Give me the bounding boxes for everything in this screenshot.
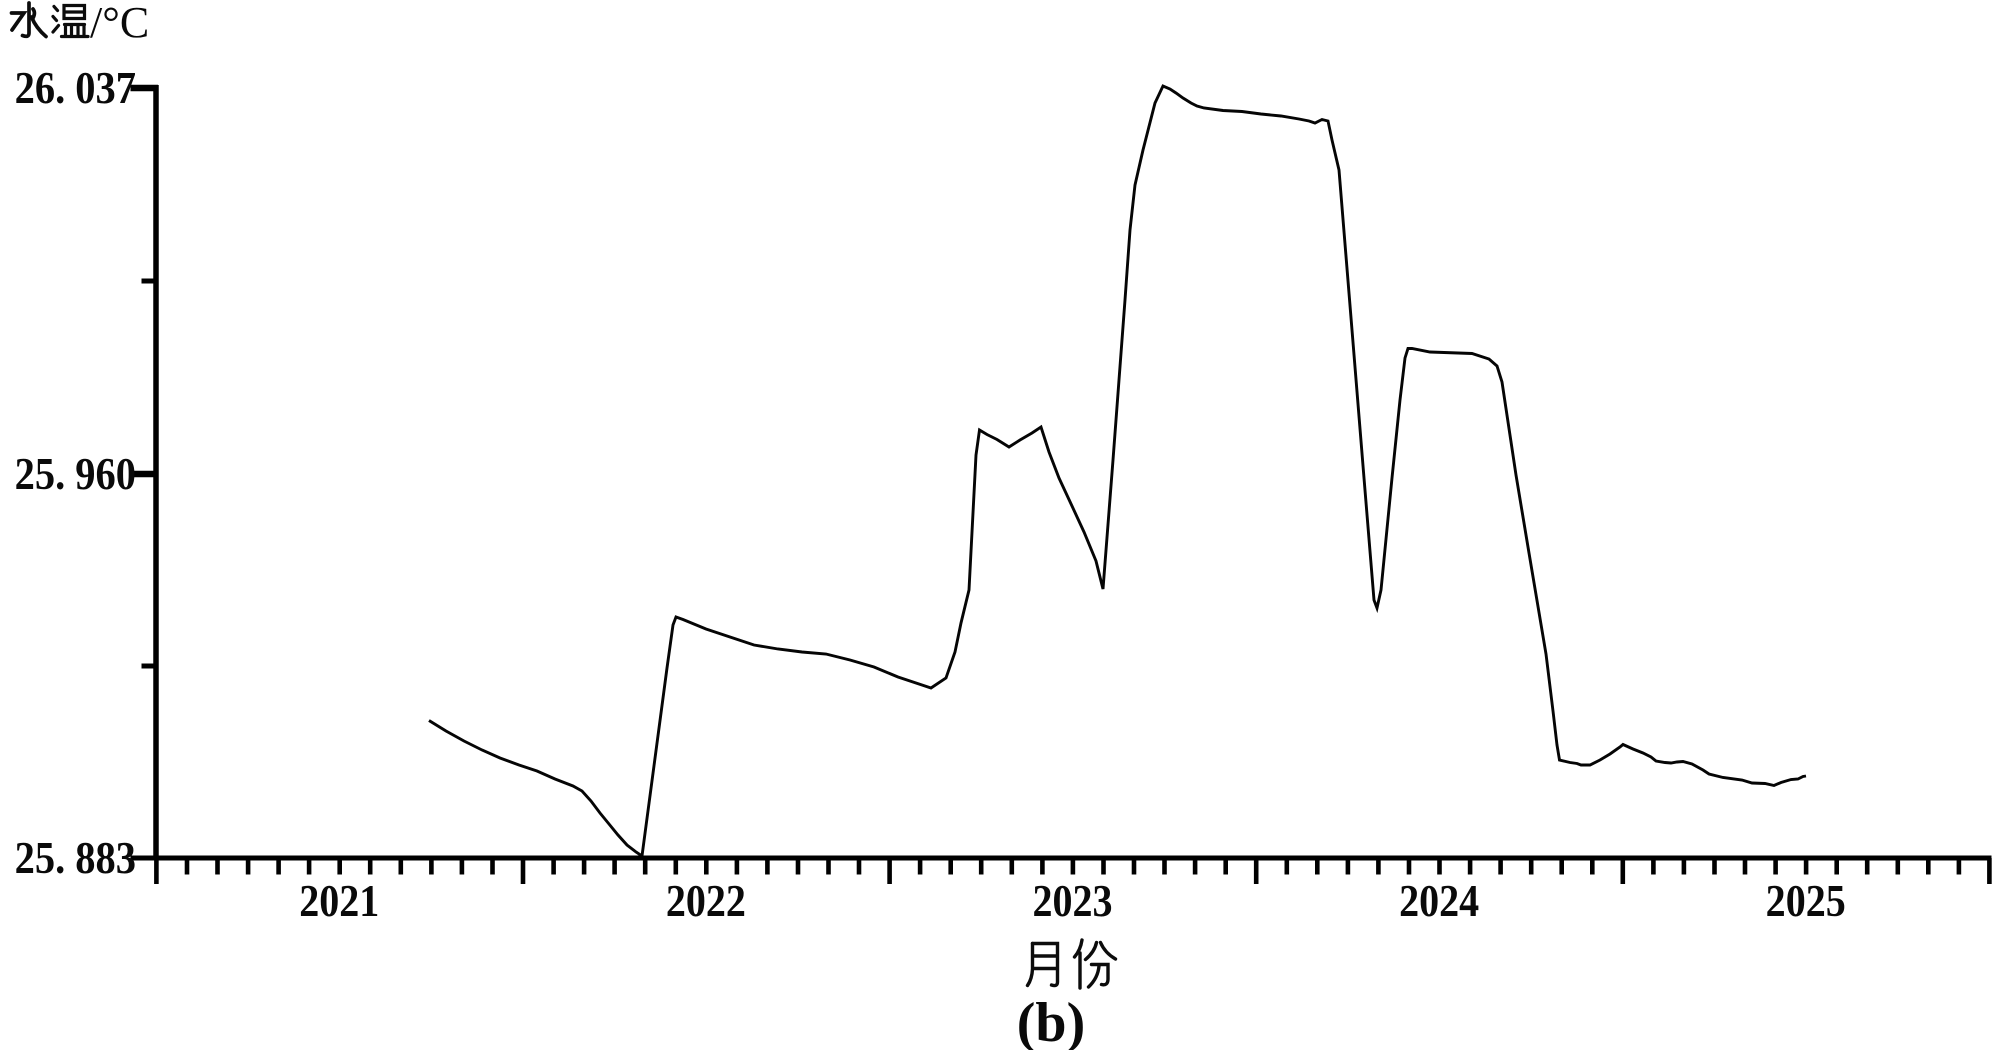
svg-text:25. 960: 25. 960 xyxy=(15,449,136,500)
svg-text:26. 037: 26. 037 xyxy=(15,63,136,114)
svg-text:2021: 2021 xyxy=(299,877,379,927)
svg-text:2024: 2024 xyxy=(1399,877,1479,927)
svg-text:(b): (b) xyxy=(1017,992,1085,1050)
svg-text:2022: 2022 xyxy=(666,877,746,927)
svg-text:/°C: /°C xyxy=(90,0,149,47)
svg-text:25. 883: 25. 883 xyxy=(15,833,136,884)
svg-text:2025: 2025 xyxy=(1766,877,1846,927)
svg-text:2023: 2023 xyxy=(1032,877,1112,927)
